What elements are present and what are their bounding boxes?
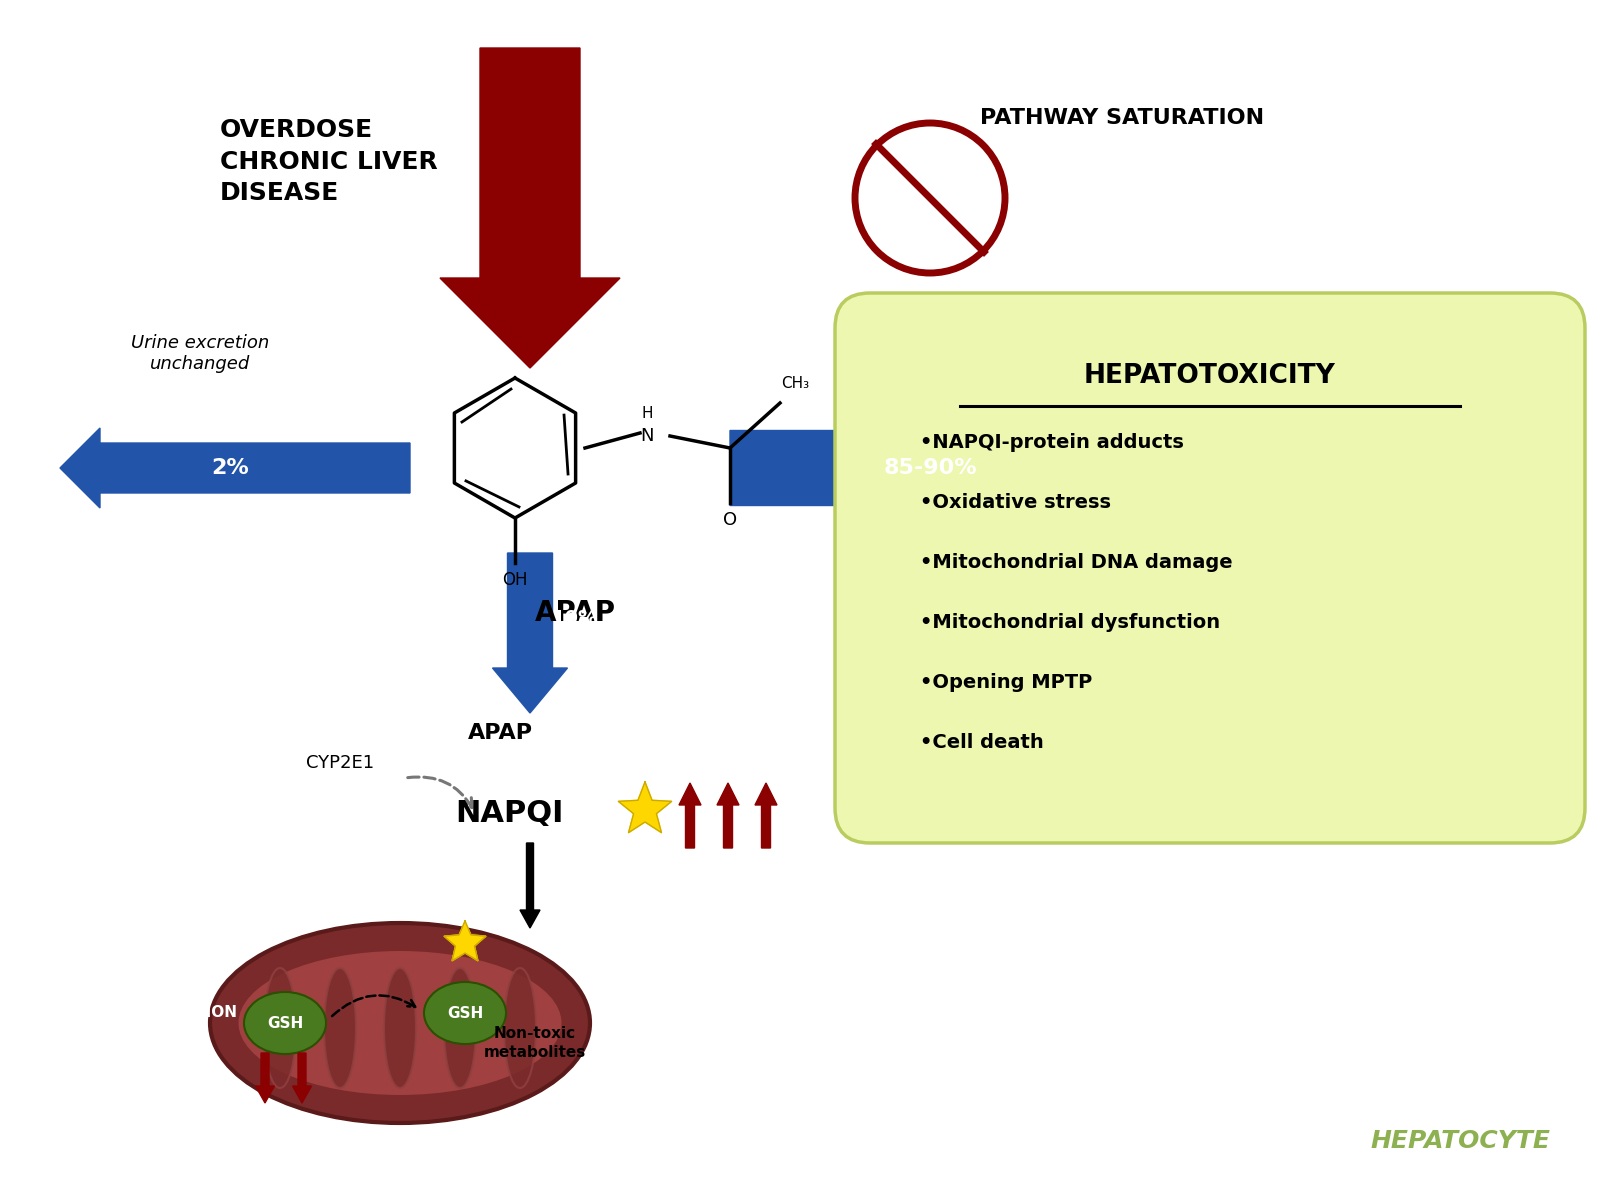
Circle shape — [855, 123, 1004, 273]
Text: Glucuronidation
Sulfation: Glucuronidation Sulfation — [859, 294, 1001, 332]
Text: GSH
DEPLETION: GSH DEPLETION — [143, 986, 239, 1019]
Text: HEPATOTOXICITY: HEPATOTOXICITY — [1085, 363, 1336, 389]
Ellipse shape — [444, 968, 476, 1088]
Text: Urine excretion: Urine excretion — [1381, 355, 1519, 373]
Text: O: O — [723, 512, 737, 530]
Ellipse shape — [239, 951, 561, 1095]
Ellipse shape — [244, 992, 325, 1054]
Text: Non-toxic
metabolites: Non-toxic metabolites — [484, 1027, 586, 1060]
FancyArrow shape — [679, 783, 702, 848]
FancyArrow shape — [731, 409, 1230, 528]
Ellipse shape — [324, 968, 356, 1088]
Text: H: H — [641, 405, 652, 420]
Text: Non-toxic
metabolites: Non-toxic metabolites — [1064, 393, 1195, 434]
Text: 85-90%: 85-90% — [883, 458, 977, 478]
FancyArrow shape — [441, 48, 620, 368]
Text: •Mitochondrial dysfunction: •Mitochondrial dysfunction — [920, 613, 1221, 633]
Text: APAP: APAP — [468, 724, 532, 743]
FancyArrowPatch shape — [332, 996, 415, 1016]
FancyArrowPatch shape — [409, 778, 473, 807]
Text: •NAPQI-protein adducts: •NAPQI-protein adducts — [920, 432, 1184, 452]
Text: •Mitochondrial DNA damage: •Mitochondrial DNA damage — [920, 553, 1232, 571]
Text: OH: OH — [503, 571, 527, 589]
Text: GSH: GSH — [268, 1016, 303, 1030]
Text: NAPQI: NAPQI — [455, 799, 564, 828]
Text: •Cell death: •Cell death — [920, 733, 1045, 752]
Ellipse shape — [505, 968, 537, 1088]
Text: CYP2E1: CYP2E1 — [306, 754, 373, 772]
FancyArrow shape — [293, 1053, 311, 1103]
FancyArrow shape — [492, 553, 567, 713]
Ellipse shape — [384, 968, 417, 1088]
Text: GSH: GSH — [447, 1005, 484, 1021]
Polygon shape — [444, 921, 485, 961]
Text: 2%: 2% — [211, 458, 248, 478]
FancyArrow shape — [1320, 428, 1560, 508]
Ellipse shape — [210, 922, 590, 1123]
FancyArrow shape — [59, 428, 410, 508]
Text: PATHWAY SATURATION: PATHWAY SATURATION — [980, 108, 1264, 128]
FancyBboxPatch shape — [835, 294, 1584, 843]
Text: APAP: APAP — [535, 599, 615, 627]
FancyArrow shape — [521, 843, 540, 928]
Text: CH₃: CH₃ — [780, 375, 809, 391]
FancyArrow shape — [755, 783, 777, 848]
Ellipse shape — [425, 982, 506, 1043]
Text: 10%: 10% — [551, 609, 598, 628]
Polygon shape — [618, 782, 671, 833]
FancyArrow shape — [255, 1053, 274, 1103]
Ellipse shape — [264, 968, 296, 1088]
Text: Urine excretion
unchanged: Urine excretion unchanged — [131, 334, 269, 373]
Text: •Opening MPTP: •Opening MPTP — [920, 673, 1093, 692]
Text: N: N — [641, 426, 654, 444]
FancyArrow shape — [718, 783, 739, 848]
Text: •Oxidative stress: •Oxidative stress — [920, 494, 1112, 512]
Text: HEPATOCYTE: HEPATOCYTE — [1370, 1129, 1551, 1152]
Text: OVERDOSE
CHRONIC LIVER
DISEASE: OVERDOSE CHRONIC LIVER DISEASE — [219, 117, 437, 205]
